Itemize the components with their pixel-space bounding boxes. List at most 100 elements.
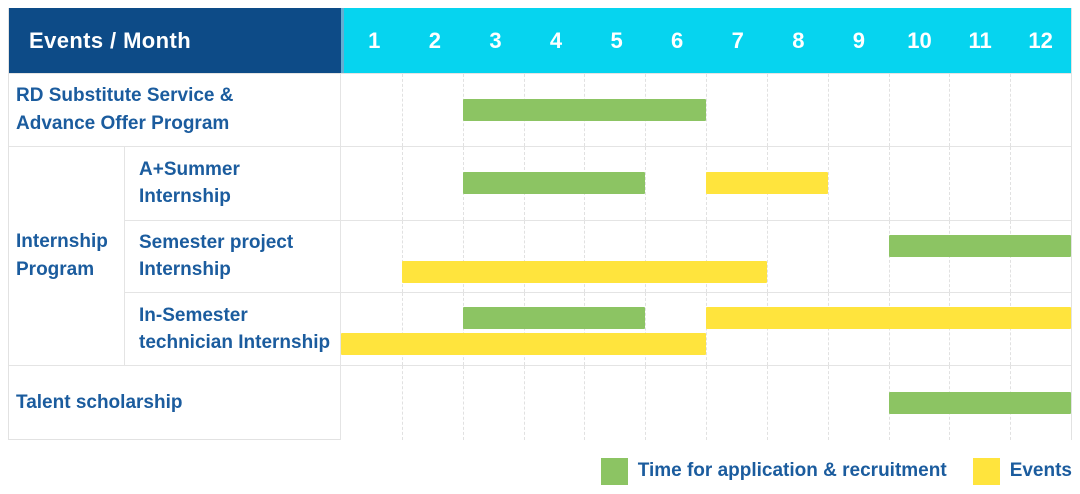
month-label: 2 xyxy=(428,27,441,53)
month-gridline xyxy=(584,366,586,440)
month-gridline xyxy=(401,220,403,293)
month-gridline xyxy=(1010,74,1012,146)
month-gridline xyxy=(706,220,707,293)
month-label: 10 xyxy=(907,27,932,53)
month-label: 1 xyxy=(368,27,381,53)
group-label-line: Program xyxy=(16,259,95,280)
month-label: 3 xyxy=(489,27,502,53)
row-a-plus-summer: A+Summer Internship xyxy=(125,147,1071,220)
row-label: Talent scholarship xyxy=(9,366,341,440)
month-gridline xyxy=(645,293,647,365)
row-talent-scholarship: Talent scholarship xyxy=(9,365,1071,440)
month-gridline xyxy=(462,366,464,440)
row-chart xyxy=(341,74,1071,146)
month-label: 11 xyxy=(968,27,992,53)
month-gridline xyxy=(827,147,829,220)
legend: Time for application & recruitment Event… xyxy=(600,456,1072,486)
application-period-bar xyxy=(462,172,646,195)
month-gridline xyxy=(949,147,951,220)
application-period-bar xyxy=(888,234,1071,257)
month-gridline xyxy=(827,220,829,293)
header-row: Events / Month 1 2 3 4 5 6 7 8 9 10 11 12 xyxy=(9,8,1071,73)
group-subrows: A+Summer Internship Semester project Int… xyxy=(125,147,1071,365)
month-gridline xyxy=(462,293,464,365)
month-label: 8 xyxy=(792,27,805,53)
month-gridline xyxy=(949,293,951,365)
month-gridline xyxy=(1010,147,1012,220)
month-gridline xyxy=(401,147,403,220)
event-period-bar xyxy=(706,307,1071,330)
month-label: 6 xyxy=(671,27,684,53)
row-chart xyxy=(341,366,1071,440)
month-gridline xyxy=(766,366,768,440)
month-gridline xyxy=(949,74,951,146)
month-gridline xyxy=(523,366,525,440)
header-title: Events / Month xyxy=(29,27,192,53)
month-gridline xyxy=(584,220,586,293)
row-chart xyxy=(341,293,1071,365)
row-label-line: Internship xyxy=(139,186,231,208)
month-gridline xyxy=(706,293,707,365)
application-period-bar xyxy=(462,99,706,121)
month-gridline xyxy=(888,74,890,146)
month-gridline xyxy=(766,220,768,293)
month-gridline xyxy=(523,293,525,365)
month-gridline xyxy=(401,74,403,146)
group-label: Internship Program xyxy=(9,147,125,365)
legend-green-swatch xyxy=(600,457,628,485)
row-chart xyxy=(341,220,1071,293)
month-gridline xyxy=(1010,293,1012,365)
row-label: A+Summer Internship xyxy=(125,147,341,220)
month-gridline xyxy=(888,293,890,365)
month-gridline xyxy=(827,366,829,440)
month-gridline xyxy=(645,220,647,293)
row-label: In-Semester technician Internship xyxy=(125,293,341,365)
event-period-bar xyxy=(341,333,706,356)
month-label: 7 xyxy=(731,27,744,53)
month-gridline xyxy=(462,220,464,293)
application-period-bar xyxy=(888,392,1071,414)
legend-green-label: Time for application & recruitment xyxy=(637,460,947,481)
header-title-cell: Events / Month xyxy=(9,8,341,73)
gantt-table: Events / Month 1 2 3 4 5 6 7 8 9 10 11 12 RD Substi… xyxy=(8,8,1072,440)
month-gridline xyxy=(401,293,403,365)
row-label-line: A+Summer xyxy=(139,158,240,180)
month-label: 5 xyxy=(610,27,623,53)
month-gridline xyxy=(766,74,768,146)
row-label: RD Substitute Service & Advance Offer Pr… xyxy=(9,74,341,146)
row-label: Semester project Internship xyxy=(125,220,341,293)
month-label: 9 xyxy=(852,27,866,53)
legend-yellow-label: Events xyxy=(1009,460,1072,481)
month-gridline xyxy=(401,366,403,440)
month-gridline xyxy=(645,366,647,440)
group-label-line: Internship xyxy=(16,231,108,253)
row-label-line: Talent scholarship xyxy=(16,392,183,414)
row-label-line: Semester project xyxy=(139,231,294,253)
row-label-line: Advance Offer Program xyxy=(16,113,230,134)
month-gridline xyxy=(766,293,768,365)
row-label-line: technician Internship xyxy=(139,332,331,354)
month-gridline xyxy=(706,74,707,146)
row-rd-substitute: RD Substitute Service & Advance Offer Pr… xyxy=(9,73,1071,146)
month-gridline xyxy=(645,147,647,220)
row-in-semester-technician: In-Semester technician Internship xyxy=(125,292,1071,365)
month-label: 12 xyxy=(1028,27,1053,53)
month-gridline xyxy=(584,293,586,365)
row-label-line: Internship xyxy=(139,259,231,281)
month-gridline xyxy=(706,366,707,440)
application-period-bar xyxy=(462,307,646,330)
month-label: 4 xyxy=(549,27,563,53)
month-header-row: 1 2 3 4 5 6 7 8 9 10 11 12 xyxy=(341,8,1071,73)
month-gridline xyxy=(827,293,829,365)
month-gridline xyxy=(827,74,829,146)
month-gridline xyxy=(888,147,890,220)
row-semester-project: Semester project Internship xyxy=(125,219,1071,293)
month-gridline xyxy=(523,220,525,293)
event-period-bar xyxy=(706,172,828,195)
legend-yellow-swatch xyxy=(972,457,1000,485)
row-chart xyxy=(341,147,1071,220)
internship-program-group: Internship Program A+Summer Internship S… xyxy=(9,146,1071,365)
row-label-line: RD Substitute Service & xyxy=(16,85,234,107)
event-period-bar xyxy=(401,260,767,283)
